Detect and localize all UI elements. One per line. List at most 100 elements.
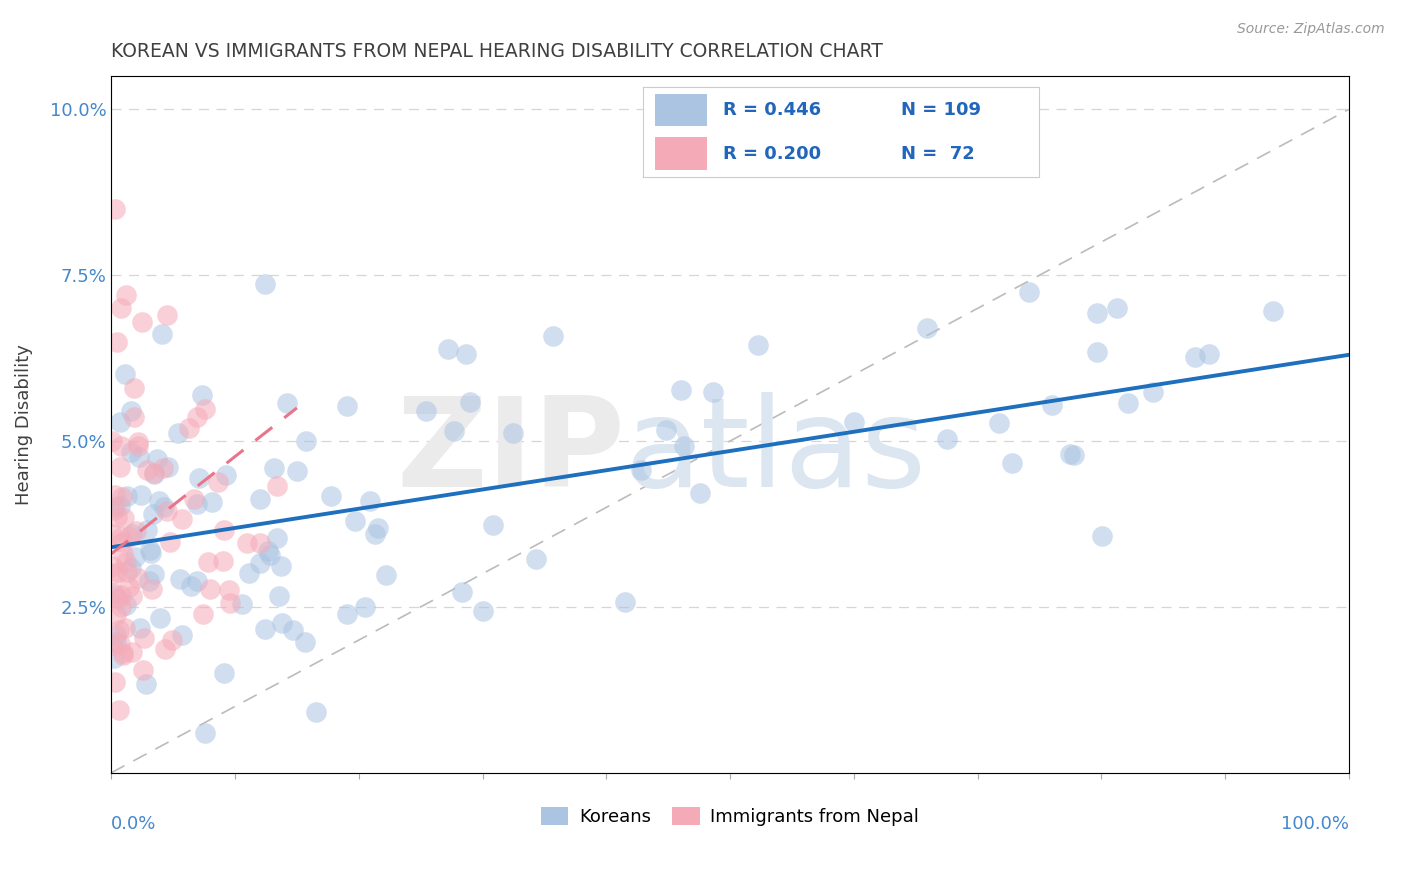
Point bbox=[249, 492, 271, 507]
Point bbox=[363, 526, 385, 541]
Point bbox=[110, 529, 132, 543]
Point bbox=[139, 543, 162, 558]
Point bbox=[201, 494, 224, 508]
Point bbox=[1263, 304, 1285, 318]
Point bbox=[212, 523, 235, 537]
Point bbox=[122, 381, 145, 395]
Point bbox=[135, 677, 157, 691]
Point bbox=[115, 565, 138, 579]
Point bbox=[198, 582, 221, 596]
Point bbox=[194, 726, 217, 740]
Point bbox=[231, 597, 253, 611]
Point bbox=[263, 461, 285, 475]
Point bbox=[169, 572, 191, 586]
Point bbox=[689, 485, 711, 500]
Point bbox=[1042, 398, 1064, 412]
Point bbox=[305, 705, 328, 719]
Point bbox=[104, 488, 127, 502]
Point bbox=[115, 555, 138, 569]
Point bbox=[285, 464, 308, 478]
Point bbox=[283, 624, 305, 638]
Point bbox=[915, 320, 938, 334]
Point bbox=[131, 315, 153, 329]
Point bbox=[183, 492, 205, 507]
Point bbox=[103, 503, 125, 517]
Text: 100.0%: 100.0% bbox=[1281, 814, 1348, 832]
Point bbox=[482, 518, 505, 533]
Point bbox=[186, 498, 208, 512]
Point bbox=[236, 536, 259, 550]
Point bbox=[120, 404, 142, 418]
Point bbox=[114, 367, 136, 381]
Point bbox=[101, 638, 124, 652]
Point bbox=[170, 628, 193, 642]
Point bbox=[172, 512, 194, 526]
Point bbox=[125, 524, 148, 538]
Point bbox=[103, 651, 125, 665]
Point bbox=[149, 611, 172, 625]
Point bbox=[415, 404, 437, 418]
Point bbox=[108, 703, 131, 717]
Point bbox=[110, 588, 132, 602]
Point bbox=[1001, 456, 1024, 470]
Point bbox=[367, 521, 389, 535]
Point bbox=[156, 503, 179, 517]
Point bbox=[353, 599, 375, 614]
Point bbox=[451, 585, 474, 599]
Point bbox=[150, 326, 173, 341]
Text: Source: ZipAtlas.com: Source: ZipAtlas.com bbox=[1237, 22, 1385, 37]
Point bbox=[1091, 528, 1114, 542]
Point bbox=[266, 479, 288, 493]
Point bbox=[148, 493, 170, 508]
Point bbox=[142, 507, 165, 521]
Point bbox=[186, 574, 208, 588]
Point bbox=[249, 556, 271, 570]
Point bbox=[105, 608, 128, 623]
Point bbox=[138, 574, 160, 588]
Point bbox=[115, 288, 138, 302]
Point bbox=[108, 500, 131, 514]
Point bbox=[162, 632, 184, 647]
Point bbox=[254, 622, 277, 636]
Point bbox=[103, 567, 125, 582]
Point bbox=[103, 675, 125, 690]
Point bbox=[1198, 346, 1220, 360]
Point bbox=[336, 399, 359, 413]
Point bbox=[987, 417, 1010, 431]
Point bbox=[143, 567, 166, 582]
Point bbox=[104, 500, 127, 515]
Point bbox=[935, 432, 957, 446]
Point bbox=[107, 334, 129, 349]
Point bbox=[1059, 447, 1081, 461]
Point bbox=[108, 415, 131, 429]
Point bbox=[375, 567, 398, 582]
Point bbox=[1142, 385, 1164, 400]
Point bbox=[143, 467, 166, 482]
Point bbox=[117, 489, 139, 503]
Point bbox=[112, 646, 135, 660]
Point bbox=[215, 468, 238, 483]
Point bbox=[321, 489, 343, 503]
Point bbox=[1018, 285, 1040, 299]
Point bbox=[1107, 301, 1129, 315]
Point bbox=[117, 530, 139, 544]
Point bbox=[107, 592, 129, 607]
Point bbox=[673, 439, 696, 453]
Point bbox=[104, 634, 127, 648]
Point bbox=[110, 439, 132, 453]
Point bbox=[104, 202, 127, 216]
Point bbox=[436, 343, 458, 357]
Point bbox=[110, 534, 132, 549]
Point bbox=[294, 634, 316, 648]
Point bbox=[344, 514, 367, 528]
Point bbox=[156, 308, 179, 322]
Point bbox=[257, 544, 280, 558]
Point bbox=[111, 648, 134, 662]
Point bbox=[107, 566, 129, 580]
Point bbox=[108, 637, 131, 651]
Point bbox=[336, 607, 359, 621]
Y-axis label: Hearing Disability: Hearing Disability bbox=[15, 344, 32, 505]
Point bbox=[107, 510, 129, 524]
Point bbox=[218, 583, 240, 598]
Point bbox=[270, 616, 292, 631]
